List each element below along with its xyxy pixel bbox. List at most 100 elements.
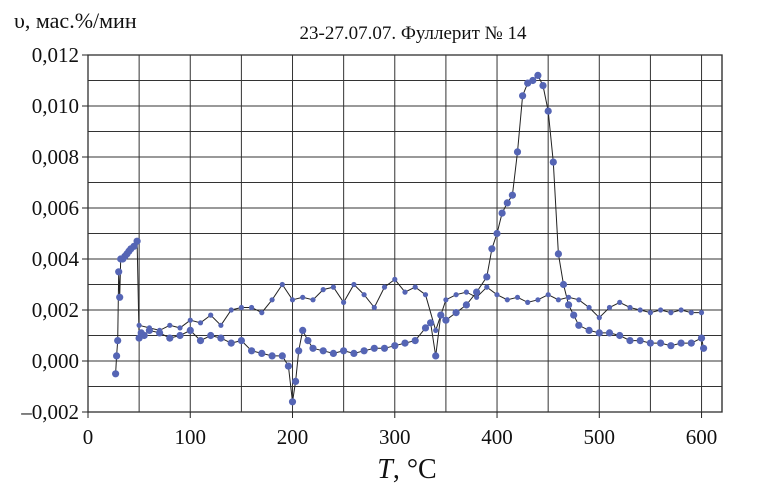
data-point <box>361 292 367 298</box>
series-line-2 <box>138 278 702 333</box>
x-tick-label: 300 <box>379 425 411 449</box>
x-tick-label: 600 <box>686 425 718 449</box>
data-point <box>217 334 225 342</box>
data-point <box>380 344 389 352</box>
data-point <box>421 324 430 332</box>
data-point <box>279 281 285 288</box>
y-tick-label: 0,004 <box>32 247 80 271</box>
data-point <box>115 268 123 276</box>
data-point <box>284 362 292 370</box>
data-point <box>196 337 205 345</box>
data-point <box>340 347 348 355</box>
data-point <box>535 297 541 303</box>
data-point <box>292 377 300 385</box>
x-axis-symbol: T <box>377 454 395 485</box>
data-point <box>320 287 326 293</box>
data-point <box>432 352 440 360</box>
data-point <box>473 288 481 296</box>
data-point <box>443 297 449 303</box>
data-point <box>401 339 409 347</box>
data-point <box>186 326 194 334</box>
data-point <box>341 299 347 305</box>
data-point <box>494 292 500 298</box>
data-point <box>529 76 537 85</box>
grid <box>82 54 723 418</box>
data-point <box>559 280 568 289</box>
data-point <box>484 284 490 290</box>
data-points <box>112 71 708 406</box>
y-tick-label: 0,000 <box>32 349 79 373</box>
data-point <box>498 209 506 217</box>
data-point <box>157 327 163 333</box>
data-point <box>330 284 336 290</box>
x-tick-label: 200 <box>277 425 309 449</box>
data-point <box>667 342 675 350</box>
data-point <box>585 326 593 334</box>
data-point <box>554 250 563 258</box>
data-point <box>350 349 358 357</box>
data-point <box>647 310 654 316</box>
data-point <box>700 344 708 352</box>
data-point <box>278 352 286 360</box>
data-point <box>351 281 357 288</box>
data-point <box>237 337 245 345</box>
data-point <box>258 349 266 357</box>
y-tick-label: 0,002 <box>32 298 79 322</box>
data-point <box>370 344 378 352</box>
data-point <box>519 92 527 100</box>
data-point <box>677 339 685 347</box>
data-point <box>637 307 643 313</box>
data-point <box>555 297 562 303</box>
data-point <box>463 289 469 295</box>
data-point <box>299 326 307 334</box>
y-tick-label: 0,010 <box>32 94 79 118</box>
data-point <box>688 310 694 316</box>
data-point <box>412 284 418 290</box>
chart-title: 23-27.07.07. Фуллерит № 14 <box>300 23 527 44</box>
data-point <box>289 297 296 303</box>
data-point <box>513 148 522 156</box>
data-point <box>197 320 204 326</box>
data-point <box>176 331 184 340</box>
x-tick-label: 100 <box>175 425 207 449</box>
series-line-1 <box>115 74 705 402</box>
series-lines <box>115 74 705 402</box>
data-point <box>288 398 297 406</box>
y-axis-label: υ, мас.%/мин <box>14 8 137 33</box>
y-tick-label: 0,006 <box>32 196 79 220</box>
data-point <box>488 245 496 253</box>
data-point <box>268 352 276 360</box>
data-point <box>248 347 256 355</box>
data-point <box>687 339 695 347</box>
data-point <box>133 237 141 245</box>
data-point <box>658 307 664 313</box>
data-point <box>616 331 624 340</box>
x-tick-label: 400 <box>481 425 513 449</box>
data-point <box>167 322 173 328</box>
data-point <box>668 310 674 316</box>
data-point <box>549 158 557 166</box>
data-point <box>381 284 388 290</box>
data-point <box>228 307 234 313</box>
data-point <box>565 301 573 309</box>
data-point <box>657 339 665 347</box>
y-tick-label: 0,008 <box>32 145 79 169</box>
data-point <box>140 331 148 340</box>
data-point <box>319 347 327 355</box>
data-point <box>208 312 214 318</box>
data-point <box>452 309 460 317</box>
data-point <box>462 301 470 309</box>
data-point <box>570 311 578 319</box>
data-point <box>207 331 215 340</box>
data-point <box>474 294 480 300</box>
data-point <box>304 337 312 345</box>
data-point <box>566 294 572 300</box>
data-point <box>218 322 224 328</box>
data-point <box>427 319 435 327</box>
data-point <box>636 337 644 345</box>
data-point <box>391 342 399 350</box>
data-point <box>437 311 445 319</box>
data-point <box>627 304 633 311</box>
data-point <box>113 352 121 360</box>
data-point <box>504 297 510 303</box>
